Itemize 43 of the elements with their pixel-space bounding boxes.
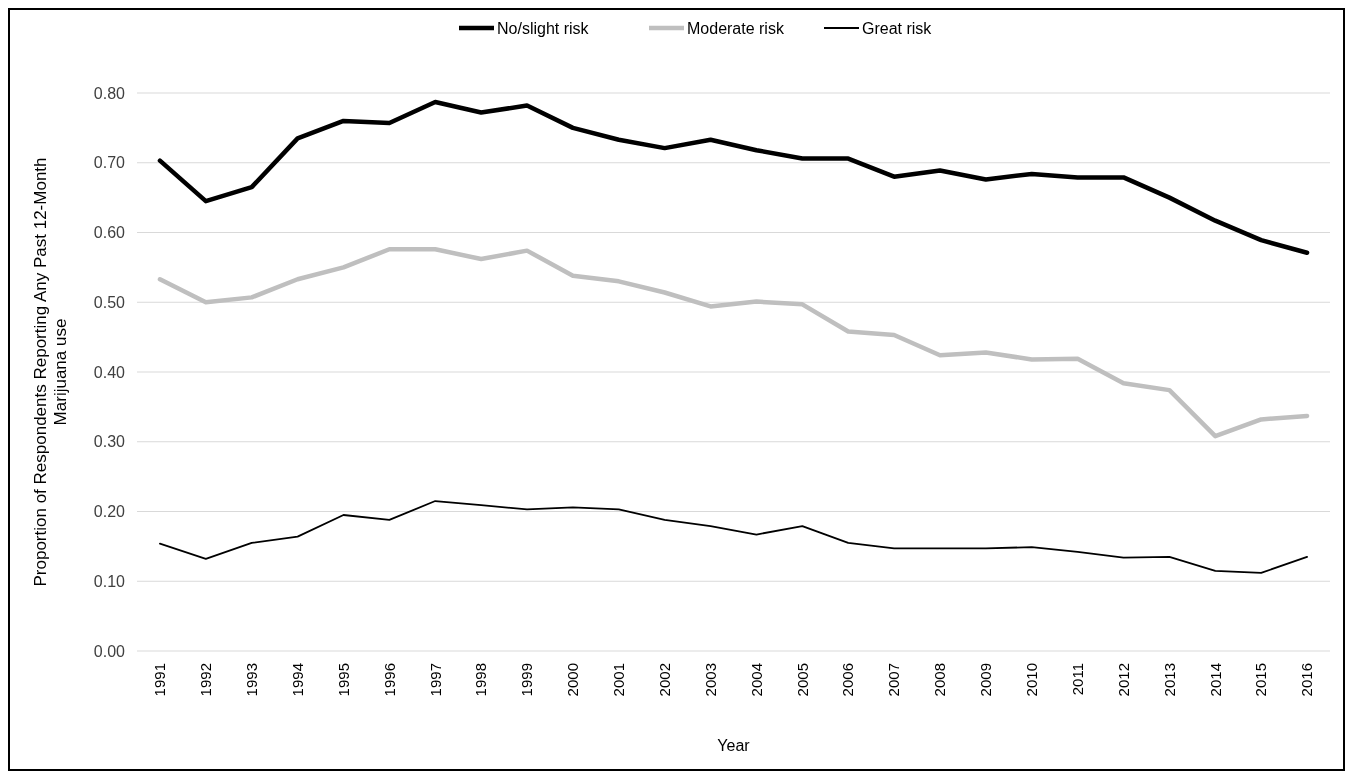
x-tick-label: 2010 [1023,663,1040,697]
x-tick-label: 2011 [1068,663,1086,696]
x-tick-label: 1991 [151,663,169,697]
y-tick-label: 0.60 [93,224,126,242]
legend-label: Great risk [862,19,933,37]
x-tick-label: 2016 [1298,663,1316,697]
x-tick-label: 2012 [1114,663,1132,697]
y-tick-label: 0.30 [93,433,126,451]
x-tick-label: 1993 [242,663,260,697]
x-tick-label: 2009 [977,663,995,697]
y-tick-label: 0.50 [93,293,126,311]
y-tick-label: 0.40 [93,363,126,381]
line-series [157,246,1310,439]
x-tick-label: 1997 [426,663,444,697]
x-tick-label: 2003 [701,663,719,697]
x-tick-label: 2005 [793,663,811,697]
legend-label: Moderate risk [687,19,785,37]
x-tick-label: 1996 [380,663,398,697]
line-series [157,99,1310,255]
y-tick-label: 0.10 [93,572,126,590]
y-tick-label: 0.70 [93,154,126,172]
x-tick-label: 2007 [885,663,903,697]
x-tick-label: 1992 [197,663,215,697]
x-tick-label: 1999 [518,663,536,697]
x-tick-label: 2014 [1206,663,1224,697]
x-tick-label: 2008 [931,663,949,697]
x-tick-label: 2000 [564,663,582,697]
y-tick-label: 0.80 [93,84,126,102]
x-tick-label: 1998 [472,663,490,697]
x-axis-title: Year [717,737,751,754]
y-tick-label: 0.00 [93,642,126,660]
y-axis-title: Proportion of Respondents Reporting Any Past 12-Month Marijuana use [31,157,71,587]
x-tick-label: 2015 [1252,663,1270,697]
y-tick-label: 0.20 [93,503,126,521]
x-tick-label: 2001 [610,663,628,697]
x-tick-label: 2006 [839,663,857,697]
x-tick-label: 1995 [334,663,352,697]
legend-label: No/slight risk [497,19,590,37]
x-tick-label: 2004 [747,663,765,697]
x-tick-label: 2013 [1160,663,1178,697]
x-tick-label: 1994 [288,663,306,697]
line-series [159,500,1308,574]
x-tick-label: 2002 [655,663,673,697]
